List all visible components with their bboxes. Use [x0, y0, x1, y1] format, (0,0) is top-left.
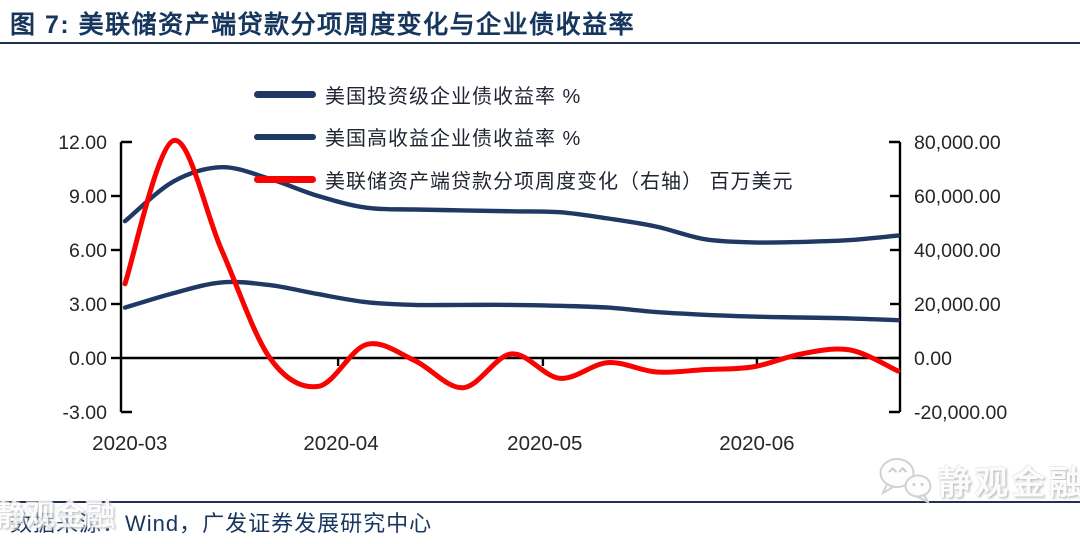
axis-end-caps: [121, 140, 900, 414]
legend-label: 美联储资产端贷款分项周度变化（右轴） 百万美元: [325, 170, 794, 193]
right-axis-tick-label: 60,000.00: [914, 186, 1001, 208]
left-axis-tick-label: 0.00: [69, 348, 107, 370]
watermark-text: 静观金融: [0, 500, 117, 532]
figure-title: 图 7: 美联储资产端贷款分项周度变化与企业债收益率: [10, 11, 636, 39]
x-axis-tick-label: 2020-06: [719, 432, 794, 455]
x-axis-tick-label: 2020-03: [92, 432, 167, 455]
legend-line-swatch-icon: [254, 91, 316, 98]
left-axis-tick-label: 6.00: [69, 240, 107, 262]
left-axis-tick-label: 3.00: [69, 294, 107, 316]
chart-legend: 美国投资级企业债收益率 % 美国高收益企业债收益率 % 美联储资产端贷款分项周度…: [254, 73, 794, 201]
title-divider-line: [0, 42, 1080, 44]
x-axis-tick-label: 2020-05: [507, 432, 582, 455]
legend-line-swatch-icon: [254, 133, 316, 140]
left-axis-tick-label: 9.00: [69, 186, 107, 208]
brand-watermark-ghost: 静观金融: [0, 492, 116, 534]
legend-item-fed-loans-weekly-change: 美联储资产端贷款分项周度变化（右轴） 百万美元: [254, 158, 794, 201]
left-axis-tick-label: -3.00: [63, 402, 108, 424]
x-axis-tick-label: 2020-04: [303, 432, 378, 455]
wechat-icon: [879, 458, 932, 505]
right-axis-tick-label: -20,000.00: [914, 402, 1007, 424]
legend-item-investment-grade-yield: 美国投资级企业债收益率 %: [254, 73, 794, 116]
data-source-note: 数据来源：Wind，广发证券发展研究中心: [10, 511, 433, 536]
footer-divider-line: [0, 501, 1080, 503]
legend-label: 美国高收益企业债收益率 %: [325, 128, 582, 151]
series-line-fed-loans-weekly-change: [122, 138, 901, 391]
right-axis-tick-label: 20,000.00: [914, 294, 1001, 316]
right-axis-tick-label: 0.00: [914, 348, 952, 370]
series-line-investment-grade-yield: [122, 279, 901, 323]
watermark-text: 静观金融: [938, 464, 1080, 501]
legend-item-high-yield: 美国高收益企业债收益率 %: [254, 116, 794, 159]
left-axis-tick-label: 12.00: [58, 132, 107, 154]
legend-label: 美国投资级企业债收益率 %: [325, 85, 582, 108]
series-line-high-yield-yield: [122, 164, 901, 245]
right-axis-tick-label: 40,000.00: [914, 240, 1001, 262]
right-axis-tick-label: 80,000.00: [914, 132, 1001, 154]
legend-line-swatch-icon: [254, 176, 316, 183]
brand-watermark: 静观金融: [876, 455, 1080, 505]
